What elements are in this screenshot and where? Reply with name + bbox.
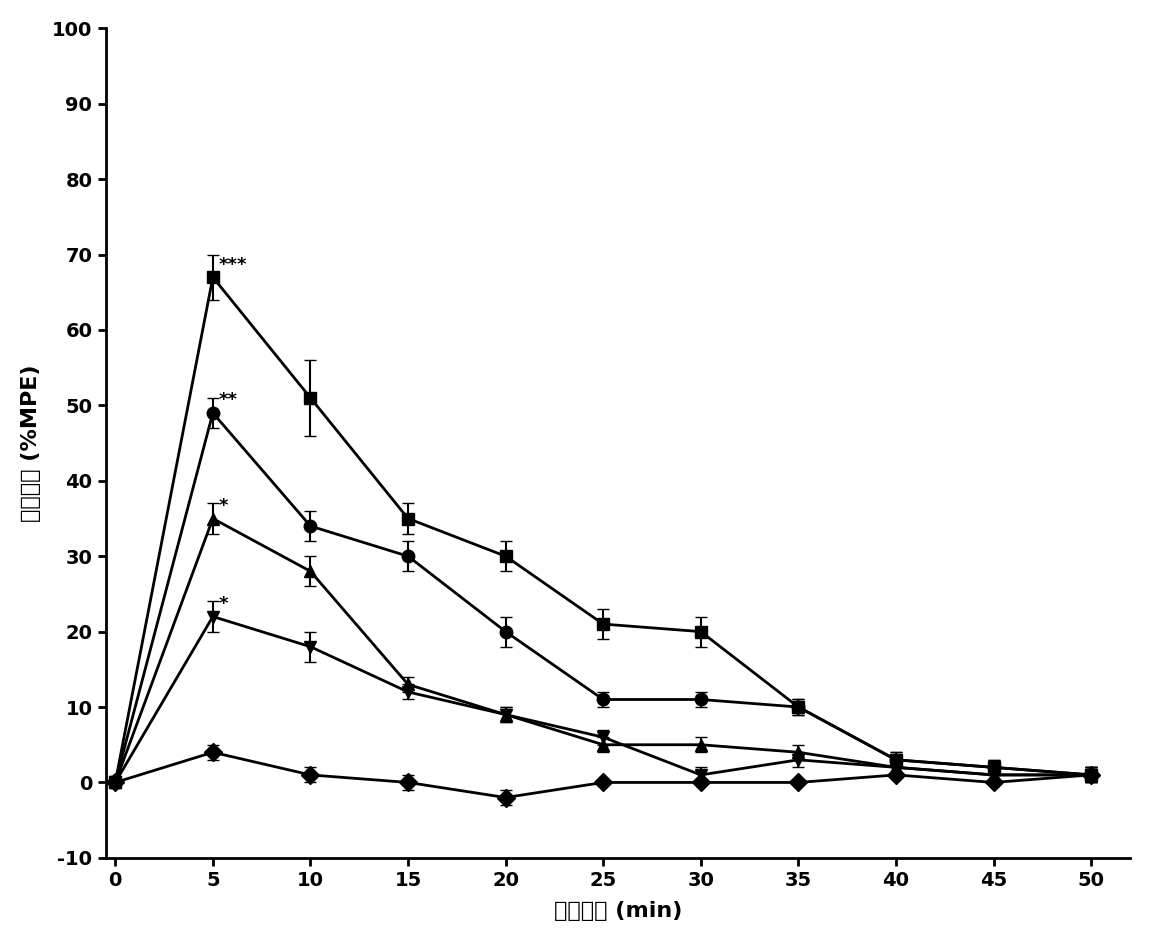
Text: *: * (219, 595, 228, 613)
Text: *: * (219, 497, 228, 515)
Y-axis label: 镇痛活性 (%MPE): 镇痛活性 (%MPE) (21, 365, 40, 522)
Text: **: ** (219, 391, 238, 410)
X-axis label: 测量时间 (min): 测量时间 (min) (554, 901, 683, 921)
Text: ***: *** (219, 255, 247, 273)
